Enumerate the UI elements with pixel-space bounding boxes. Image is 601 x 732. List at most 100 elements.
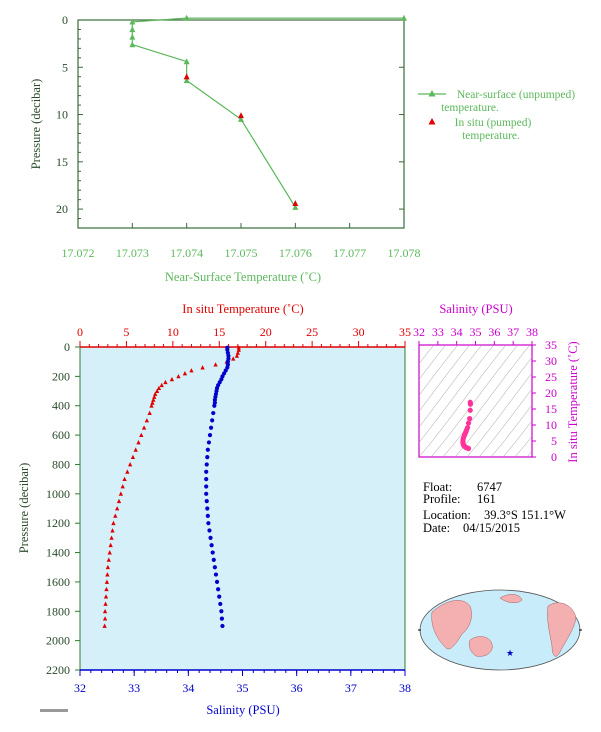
- near-surface-y-axis-label: Pressure (decibar): [29, 79, 43, 170]
- ns-y-tick-label: 0: [62, 13, 68, 27]
- salinity-point: [204, 491, 209, 496]
- temperature-point: [114, 506, 120, 511]
- temperature-point: [104, 586, 109, 592]
- ts-temp-tick-label: 5: [551, 434, 557, 448]
- temperature-point: [176, 373, 181, 379]
- pressure-tick-label: 1000: [46, 487, 70, 501]
- temperature-point: [108, 542, 113, 548]
- pressure-tick-label: 600: [52, 428, 70, 442]
- legend-unpumped-marker: [428, 90, 436, 97]
- ns-x-tick-label: 17.072: [62, 246, 95, 260]
- ts-contour: [419, 345, 495, 443]
- location-label: Location:: [423, 508, 471, 522]
- temperature-point: [159, 382, 164, 388]
- temp-tick-label: 25: [306, 325, 318, 339]
- temperature-point: [106, 557, 111, 562]
- salinity-point: [210, 550, 215, 555]
- profile-label: Profile:: [423, 492, 461, 506]
- temperature-point: [141, 425, 147, 430]
- salinity-point: [214, 579, 220, 585]
- salinity-point: [210, 418, 215, 423]
- ns-y-tick-label: 10: [56, 108, 68, 122]
- ts-contour: [419, 345, 483, 428]
- unpumped-point: [401, 14, 407, 21]
- temperature-point: [122, 476, 127, 482]
- salinity-ticks: 32 33 34 35 36 37 38: [74, 670, 411, 695]
- temperature-point: [133, 447, 138, 452]
- temperature-point: [231, 356, 236, 361]
- ts-point: [467, 416, 473, 422]
- pressure-tick-label: 200: [52, 369, 70, 383]
- salinity-point: [212, 565, 217, 570]
- ts-contour: [430, 345, 519, 457]
- sal-tick-label: 32: [74, 681, 86, 695]
- pumped-point: [292, 200, 299, 207]
- salinity-point: [208, 535, 213, 540]
- ts-sal-tick-label: 37: [507, 325, 519, 339]
- date-value: 04/15/2015: [463, 521, 520, 535]
- salinity-point: [205, 447, 210, 452]
- temperature-point: [103, 594, 109, 599]
- legend-pumped-label: In situ (pumped) temperature.: [455, 117, 532, 142]
- near-surface-panel: 17.072 17.073 17.074 17.075 17.076 17.077 17.0…: [29, 13, 575, 284]
- salinity-point: [204, 484, 209, 489]
- salinity-point: [225, 359, 230, 364]
- footer-mark: [40, 709, 68, 712]
- near-surface-series: [129, 14, 407, 210]
- unpumped-point: [238, 115, 244, 122]
- ts-salinity-ticks: 32 33 34 35 36 37 38: [413, 325, 538, 345]
- salinity-point: [206, 440, 212, 445]
- salinity-point: [211, 557, 216, 562]
- sal-tick-label: 34: [182, 681, 194, 695]
- temperature-point: [127, 462, 133, 467]
- float-label: Float:: [423, 480, 452, 494]
- ts-contour: [419, 345, 507, 457]
- ts-panel: 32 33 34 35 36 37 38 0 5 10 15 20 25 30 35 Salinity (…: [413, 302, 580, 464]
- temp-tick-label: 0: [77, 325, 83, 339]
- sal-tick-label: 38: [399, 681, 411, 695]
- temperature-point: [111, 520, 116, 526]
- temperature-point: [136, 440, 141, 445]
- temperature-point: [104, 579, 110, 584]
- ts-temperature-ticks: 0 5 10 15 20 25 30 35: [532, 338, 557, 464]
- ts-salinity-axis-label: Salinity (PSU): [439, 302, 512, 316]
- unpumped-point: [183, 14, 190, 21]
- ts-point: [467, 401, 474, 407]
- salinity-point: [204, 499, 209, 504]
- temperature-point: [154, 388, 160, 393]
- temperature-point: [102, 623, 107, 628]
- map-land-americas: [547, 602, 577, 657]
- salinity-point: [204, 462, 209, 467]
- ts-contour: [419, 345, 447, 380]
- pressure-tick-label: 1600: [46, 575, 70, 589]
- pumped-point: [238, 112, 244, 119]
- temperature-point: [107, 550, 112, 555]
- temp-tick-label: 5: [123, 325, 129, 339]
- profile-panel: 0 5 10 15 20 25 30 35 32 33 34 35 36 37 38 0 200 400 600…: [17, 302, 411, 717]
- ts-contour: [466, 372, 532, 457]
- ts-contour: [478, 388, 532, 457]
- sal-tick-label: 37: [345, 681, 357, 695]
- temp-tick-label: 10: [167, 325, 179, 339]
- salinity-point: [207, 432, 213, 438]
- ts-contour: [419, 345, 435, 365]
- ts-contour: [502, 420, 532, 457]
- map-land-asia: [431, 600, 472, 650]
- temp-tick-label: 30: [353, 325, 365, 339]
- salinity-point: [205, 513, 210, 518]
- ts-temp-tick-label: 30: [545, 354, 557, 368]
- temperature-point: [120, 484, 125, 489]
- ts-contour: [442, 345, 531, 457]
- ts-temp-tick-label: 20: [545, 386, 557, 400]
- ns-y-tick-label: 15: [56, 155, 68, 169]
- ts-sal-tick-label: 32: [413, 325, 425, 339]
- float-value: 6747: [477, 480, 502, 494]
- pressure-ticks: 0 200 400 600 800 1000 1200 1400 1600 1800 2000 220…: [46, 340, 80, 677]
- unpumped-point: [129, 26, 136, 33]
- salinity-point: [219, 609, 224, 614]
- unpumped-point: [183, 77, 190, 84]
- pressure-axis-label: Pressure (decibar): [17, 463, 31, 554]
- pressure-tick-label: 1400: [46, 546, 70, 560]
- ts-temp-tick-label: 10: [545, 418, 557, 432]
